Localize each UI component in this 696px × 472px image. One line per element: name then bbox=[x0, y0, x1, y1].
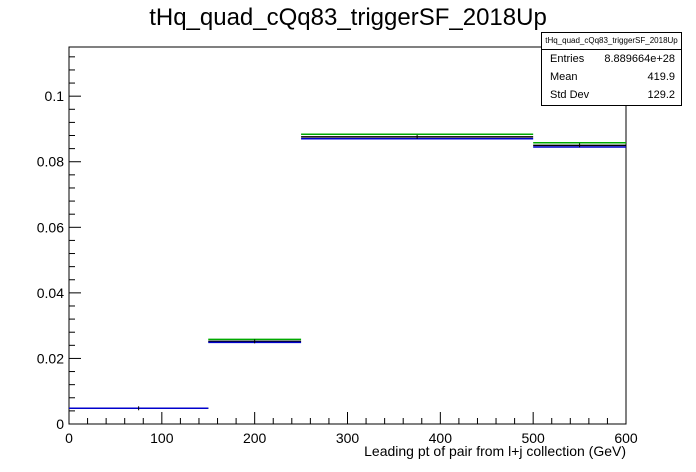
stats-label: Mean bbox=[550, 71, 578, 83]
x-tick-label: 400 bbox=[429, 430, 453, 446]
stats-label: Std Dev bbox=[550, 89, 590, 101]
y-tick-label: 0.08 bbox=[37, 154, 64, 170]
stats-row-stddev: Std Dev 129.2 bbox=[542, 86, 681, 104]
x-tick-label: 100 bbox=[150, 430, 174, 446]
x-tick-label: 500 bbox=[521, 430, 545, 446]
stats-title: tHq_quad_cQq83_triggerSF_2018Up bbox=[542, 33, 681, 50]
y-tick-label: 0.1 bbox=[45, 88, 65, 104]
y-tick-label: 0.06 bbox=[37, 219, 64, 235]
stats-value: 419.9 bbox=[647, 71, 675, 83]
x-tick-label: 600 bbox=[614, 430, 638, 446]
stats-label: Entries bbox=[550, 53, 585, 65]
y-tick-label: 0.02 bbox=[37, 350, 64, 366]
stats-value: 8.889664e+28 bbox=[604, 53, 675, 65]
stats-value: 129.2 bbox=[647, 89, 675, 101]
x-tick-label: 300 bbox=[336, 430, 360, 446]
stats-box: tHq_quad_cQq83_triggerSF_2018Up Entries … bbox=[541, 32, 682, 106]
x-tick-label: 200 bbox=[243, 430, 267, 446]
x-tick-label: 0 bbox=[65, 430, 73, 446]
x-axis-label: Leading pt of pair from l+j collection (… bbox=[364, 443, 626, 459]
stats-row-mean: Mean 419.9 bbox=[542, 68, 681, 86]
y-tick-label: 0.04 bbox=[37, 285, 64, 301]
stats-row-entries: Entries 8.889664e+28 bbox=[542, 50, 681, 68]
y-tick-label: 0 bbox=[56, 416, 64, 432]
chart-title: tHq_quad_cQq83_triggerSF_2018Up bbox=[149, 4, 547, 31]
